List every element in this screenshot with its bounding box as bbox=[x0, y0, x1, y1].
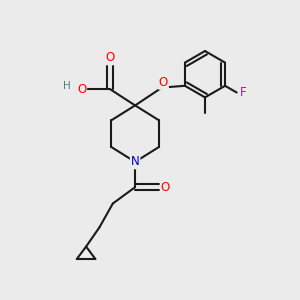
Text: O: O bbox=[77, 82, 86, 96]
Text: O: O bbox=[161, 181, 170, 194]
Text: O: O bbox=[105, 51, 115, 64]
Text: N: N bbox=[131, 155, 140, 168]
Text: F: F bbox=[240, 86, 247, 99]
Text: H: H bbox=[63, 80, 71, 91]
Text: O: O bbox=[159, 76, 168, 89]
